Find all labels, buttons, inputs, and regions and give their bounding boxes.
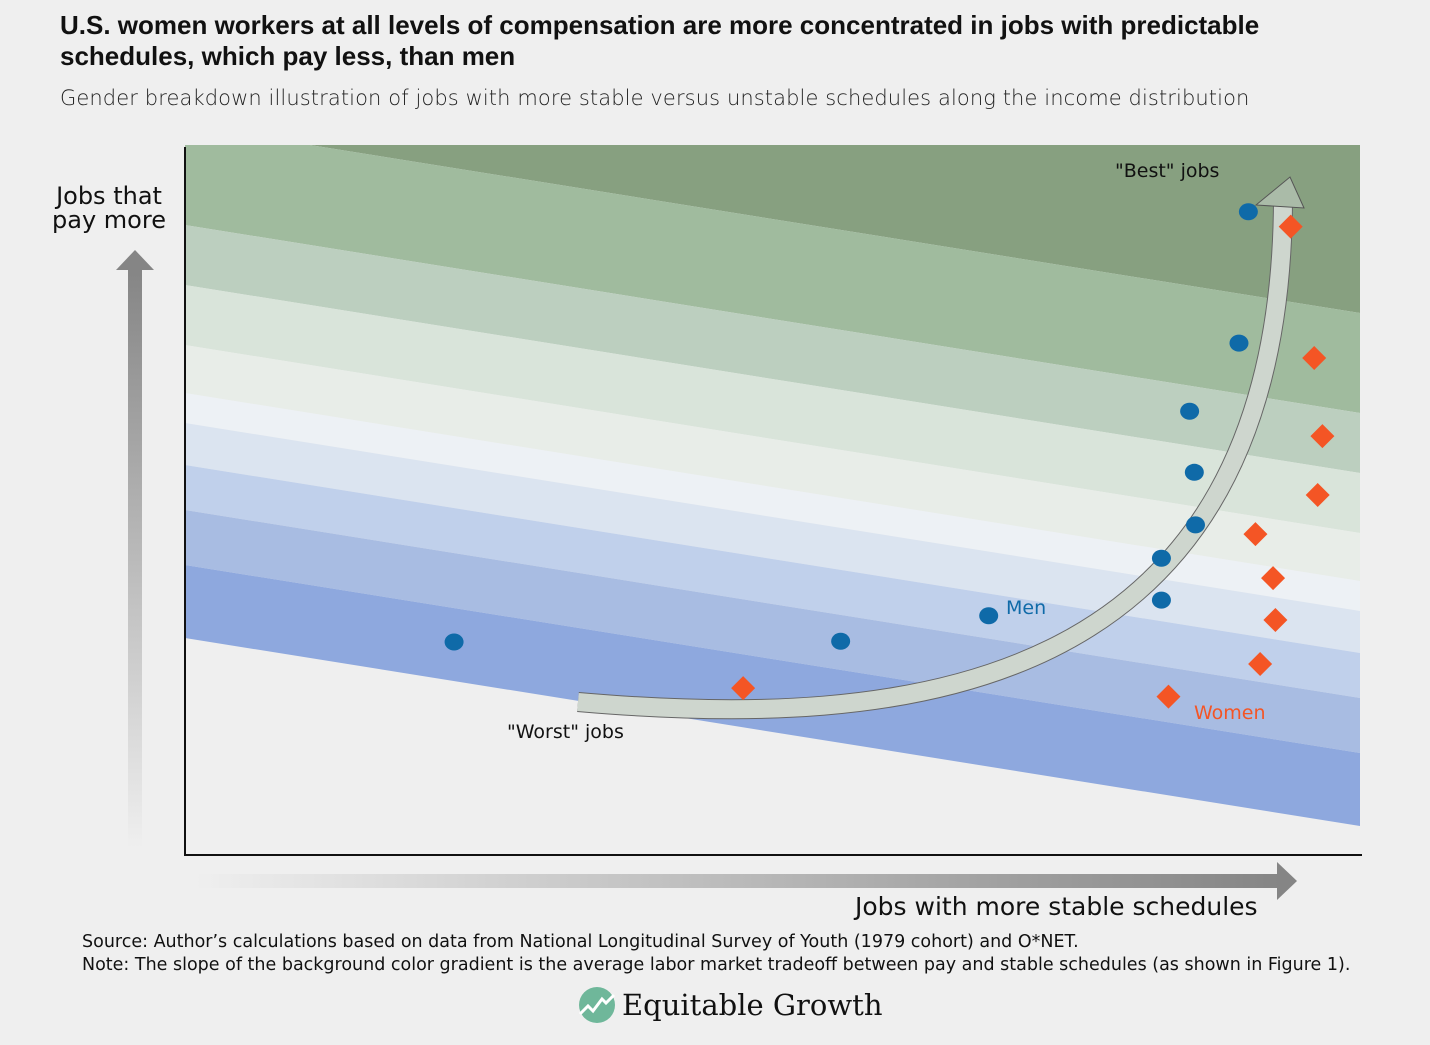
band-8 <box>185 510 1360 753</box>
y-axis-label: Jobs that pay more <box>48 184 170 232</box>
legend-women: Women <box>1194 702 1266 724</box>
men-point-0 <box>444 633 464 651</box>
band-9 <box>185 565 1360 826</box>
chart-title: U.S. women workers at all levels of comp… <box>60 10 1260 71</box>
women-point-1 <box>1156 684 1181 709</box>
logo-text: Equitable Growth <box>622 988 883 1022</box>
band-1 <box>185 145 1360 413</box>
men-point-2 <box>979 607 999 625</box>
band-2 <box>185 225 1360 473</box>
women-point-0 <box>731 676 756 701</box>
women-point-5 <box>1243 522 1268 547</box>
band-6 <box>185 423 1360 653</box>
legend-men: Men <box>1006 597 1046 619</box>
y-axis-arrow <box>116 250 154 848</box>
women-point-2 <box>1248 652 1273 677</box>
men-point-3 <box>1151 591 1171 609</box>
women-point-3 <box>1263 607 1288 632</box>
men-point-8 <box>1229 334 1249 352</box>
logo: Equitable Growth <box>578 986 883 1024</box>
women-point-9 <box>1278 214 1303 239</box>
men-point-9 <box>1238 203 1258 221</box>
worst-jobs-label: "Worst" jobs <box>507 721 624 743</box>
best-jobs-label: "Best" jobs <box>1115 160 1219 182</box>
women-point-8 <box>1302 346 1327 370</box>
x-axis-arrow <box>195 862 1297 900</box>
chart-subtitle: Gender breakdown illustration of jobs wi… <box>60 86 1250 110</box>
band-0 <box>185 145 1360 313</box>
source-note: Source: Author’s calculations based on d… <box>82 932 1079 952</box>
women-point-6 <box>1305 483 1330 508</box>
y-axis-label-line1: Jobs that <box>56 182 162 210</box>
background-bands <box>185 145 1360 826</box>
data-points <box>444 203 1335 709</box>
men-point-4 <box>1151 549 1171 567</box>
women-point-7 <box>1310 424 1335 449</box>
methodology-note: Note: The slope of the background color … <box>82 955 1351 975</box>
men-point-5 <box>1186 516 1205 534</box>
logo-icon <box>578 987 616 1023</box>
band-4 <box>185 345 1360 581</box>
men-point-7 <box>1180 402 1200 420</box>
men-point-6 <box>1184 463 1204 481</box>
band-5 <box>185 393 1360 611</box>
men-point-1 <box>831 632 851 650</box>
band-3 <box>185 285 1360 533</box>
y-axis-label-line2: pay more <box>52 206 166 234</box>
x-axis-label: Jobs with more stable schedules <box>855 892 1258 921</box>
trend-arrow <box>577 176 1305 720</box>
women-point-4 <box>1261 566 1286 591</box>
